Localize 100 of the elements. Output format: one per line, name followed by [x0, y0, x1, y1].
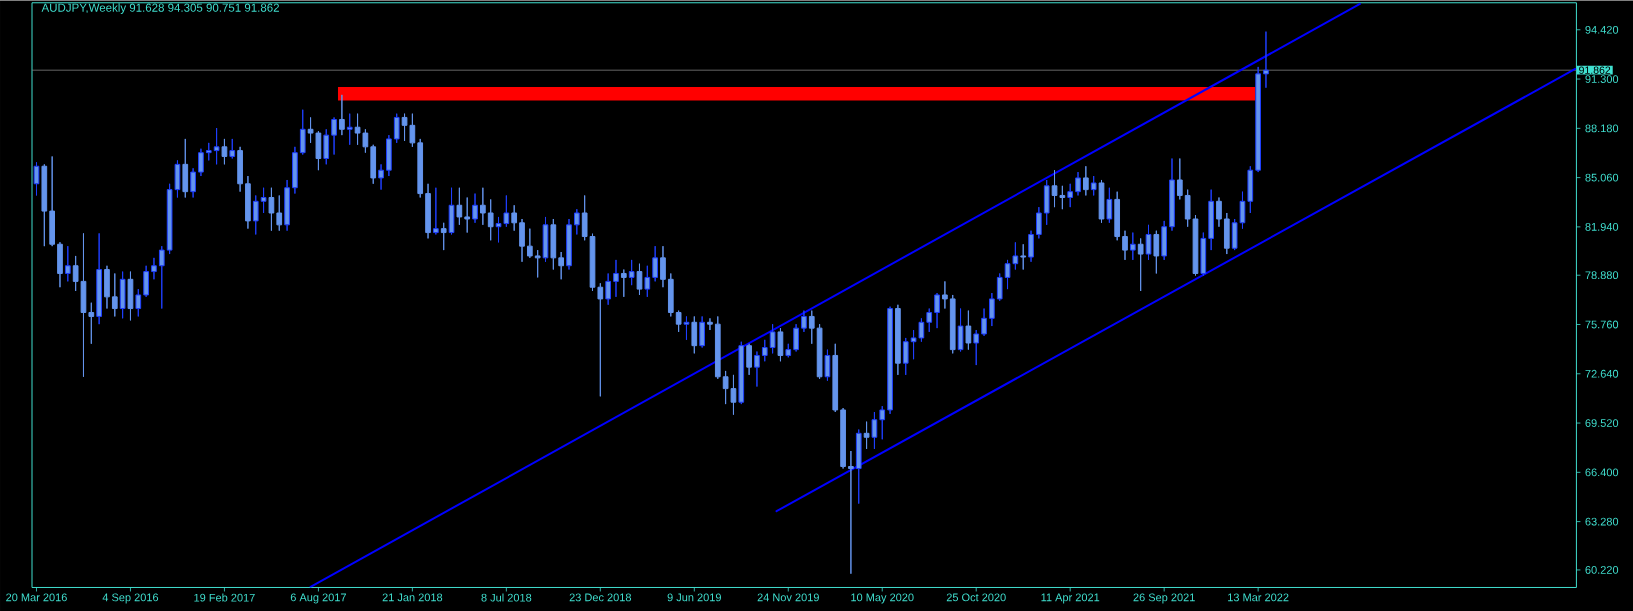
candlestick — [198, 147, 204, 177]
candlestick — [620, 268, 627, 298]
candlestick — [1176, 157, 1183, 200]
candlestick — [667, 272, 674, 317]
y-tick-label: 85.060 — [1585, 173, 1619, 182]
candlestick — [887, 305, 893, 415]
candlestick — [1075, 171, 1081, 196]
candlestick — [1114, 190, 1121, 241]
candlestick — [487, 198, 494, 241]
candlestick — [761, 339, 768, 362]
candlestick — [1137, 237, 1144, 292]
candlestick — [793, 323, 799, 352]
candlestick — [370, 144, 377, 185]
candlestick — [738, 340, 745, 405]
y-tick-label: 88.180 — [1585, 124, 1619, 132]
candlestick — [613, 259, 619, 298]
candlestick — [346, 112, 353, 146]
candlestick — [652, 245, 658, 282]
candlestick — [949, 294, 956, 354]
candlestick — [64, 245, 71, 282]
candlestick — [1020, 243, 1027, 270]
candlestick — [135, 288, 142, 317]
candlestick — [33, 161, 40, 196]
candlestick — [934, 292, 940, 329]
candlestick — [96, 232, 102, 325]
candlestick — [480, 186, 486, 226]
chart-title: AUDJPY,Weekly 91.628 94.305 90.751 91.862 — [41, 3, 279, 14]
candlestick — [848, 450, 854, 574]
candlestick — [832, 343, 839, 413]
x-tick-label: 6 Aug 2017 — [290, 593, 346, 604]
candlestick — [245, 175, 251, 229]
candlestick — [558, 251, 565, 280]
candlestick — [57, 241, 63, 288]
candlestick — [879, 405, 886, 440]
candlestick — [573, 208, 580, 235]
candlestick — [433, 186, 439, 235]
candlestick — [989, 292, 995, 327]
ref-line-label: 91.862 — [1579, 66, 1611, 74]
candlestick — [566, 218, 572, 270]
candlestick — [151, 257, 157, 280]
candlestick — [660, 245, 666, 288]
candlestick — [252, 194, 259, 235]
candlestick — [1067, 183, 1074, 208]
candlestick — [1129, 231, 1136, 261]
candlestick — [440, 222, 447, 251]
y-tick-label: 63.280 — [1585, 517, 1619, 526]
y-tick-label: 78.880 — [1585, 271, 1619, 279]
candlestick — [1208, 188, 1214, 251]
candlestick — [1145, 224, 1152, 261]
candlestick — [386, 134, 392, 177]
x-tick-label: 9 Jun 2019 — [667, 593, 721, 602]
candlestick — [597, 282, 604, 397]
candlestick — [378, 163, 384, 190]
candlestick — [840, 407, 846, 469]
y-tick-label: 81.940 — [1585, 222, 1619, 231]
x-tick-label: 4 Sep 2016 — [102, 593, 159, 604]
candlestick — [182, 138, 189, 198]
x-tick-label: 21 Jan 2018 — [382, 593, 443, 602]
candlestick — [1090, 175, 1097, 196]
x-tick-label: 11 Apr 2021 — [1041, 593, 1100, 604]
candlestick — [699, 315, 705, 348]
x-tick-label: 25 Oct 2020 — [946, 593, 1006, 602]
candlestick — [323, 128, 330, 165]
candlestick — [292, 146, 298, 194]
candlestick — [190, 167, 196, 198]
candlestick — [981, 307, 987, 337]
candlestick — [464, 196, 471, 233]
candlestick — [691, 315, 698, 354]
candlestick — [1036, 206, 1042, 239]
candlestick — [808, 309, 815, 345]
candlestick — [104, 265, 110, 309]
candlestick — [229, 138, 236, 159]
x-tick-label: 26 Sep 2021 — [1133, 593, 1195, 604]
candlestick — [158, 245, 165, 309]
candlestick — [746, 343, 752, 376]
candlestick — [926, 307, 933, 333]
candlestick — [1161, 220, 1168, 261]
candlestick — [644, 265, 651, 298]
x-tick-label: 13 Mar 2022 — [1228, 593, 1289, 602]
x-tick-label: 24 Nov 2019 — [757, 593, 819, 602]
x-tick-label: 19 Feb 2017 — [194, 593, 255, 602]
candlestick — [88, 301, 95, 345]
candlestick — [902, 337, 909, 376]
y-tick-label: 72.640 — [1585, 369, 1619, 378]
candlestick — [143, 265, 149, 298]
candlestick — [942, 280, 948, 309]
x-tick-label: 10 May 2020 — [851, 593, 914, 604]
x-tick-label: 8 Jul 2018 — [481, 593, 532, 602]
candlestick — [707, 317, 713, 331]
candlestick — [973, 329, 980, 366]
candlestick — [299, 108, 306, 155]
x-tick-label: 20 Mar 2016 — [6, 593, 67, 602]
candlestick — [534, 249, 541, 278]
candlestick — [237, 146, 243, 192]
candlestick — [205, 142, 212, 161]
candlestick — [425, 183, 431, 239]
candlestick — [1153, 229, 1160, 274]
candlestick — [1028, 229, 1034, 263]
candlestick — [284, 179, 290, 231]
x-tick-label: 23 Dec 2018 — [569, 593, 632, 602]
